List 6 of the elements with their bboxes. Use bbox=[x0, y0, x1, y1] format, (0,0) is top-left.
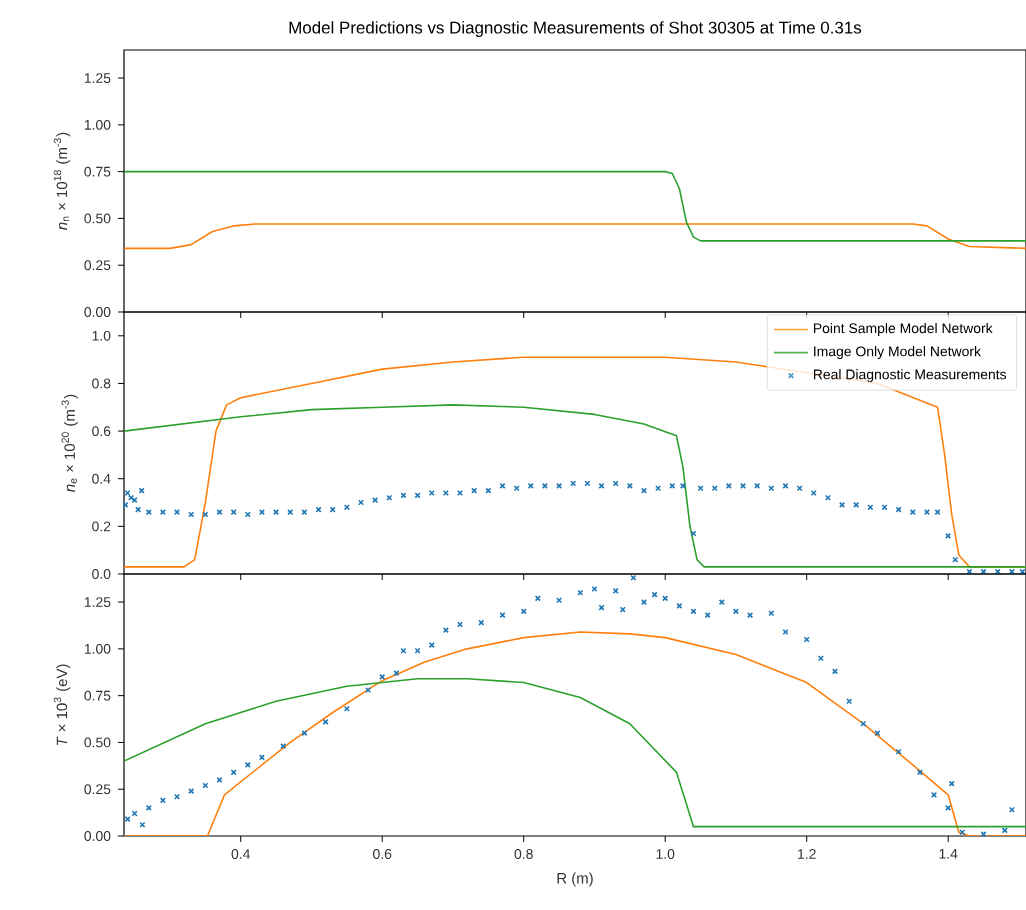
line-series bbox=[124, 170, 1026, 242]
line-series bbox=[124, 678, 1026, 828]
line-series bbox=[124, 404, 1026, 568]
line-series bbox=[124, 223, 1026, 250]
line-series bbox=[124, 631, 1026, 836]
chart-title: Model Predictions vs Diagnostic Measurements of Shot 30305 at Time 0.31s bbox=[289, 21, 862, 37]
